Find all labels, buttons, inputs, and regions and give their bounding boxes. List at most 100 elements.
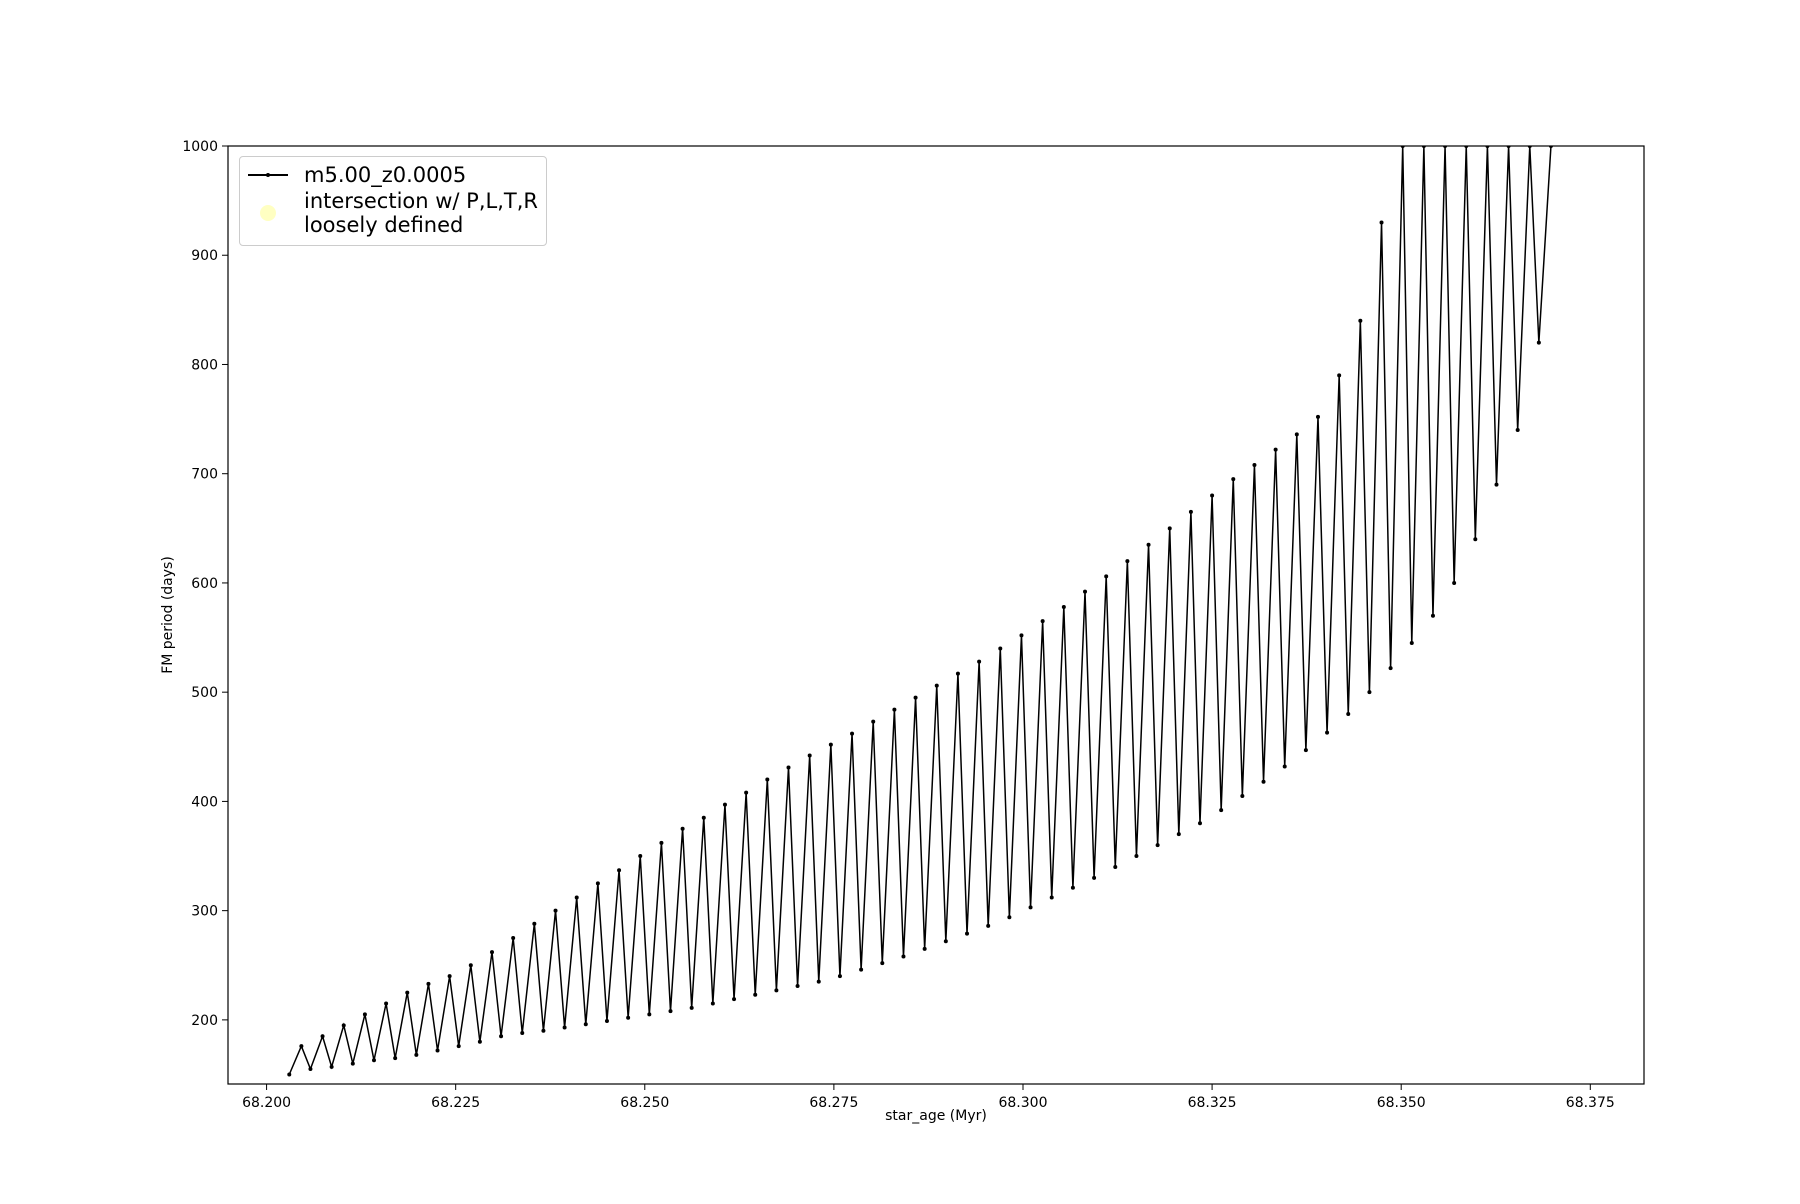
data-point: [562, 1025, 567, 1030]
data-point: [680, 826, 685, 831]
y-axis-label: FM period (days): [160, 556, 176, 674]
data-point: [1049, 895, 1054, 900]
legend-entry: m5.00_z0.0005: [246, 163, 538, 187]
data-point: [986, 923, 991, 928]
data-point: [1473, 537, 1478, 542]
data-point: [1358, 318, 1363, 323]
data-point: [520, 1030, 525, 1035]
data-point: [922, 946, 927, 951]
data-point: [1536, 340, 1541, 345]
data-point: [837, 974, 842, 979]
data-point: [1282, 764, 1287, 769]
data-point: [583, 1022, 588, 1027]
data-point: [532, 921, 537, 926]
data-point: [1379, 220, 1384, 225]
data-point: [859, 967, 864, 972]
data-point: [1325, 730, 1330, 735]
y-tick-label: 1000: [182, 139, 218, 155]
data-point: [414, 1052, 419, 1057]
x-tick-label: 68.275: [809, 1095, 858, 1111]
data-point: [1388, 666, 1393, 671]
data-point: [574, 895, 579, 900]
data-point: [1464, 146, 1469, 148]
data-point: [1219, 808, 1224, 813]
y-tick-label: 300: [191, 904, 218, 920]
data-point: [1303, 748, 1308, 753]
data-point: [1188, 509, 1193, 514]
data-point: [456, 1044, 461, 1049]
data-point: [499, 1034, 504, 1039]
data-point: [1155, 843, 1160, 848]
data-point: [1176, 832, 1181, 837]
data-point: [1134, 854, 1139, 859]
data-point: [308, 1067, 313, 1072]
data-point: [828, 742, 833, 747]
data-point: [998, 646, 1003, 651]
data-point: [647, 1012, 652, 1017]
y-tick-label: 900: [191, 248, 218, 264]
data-point: [722, 802, 727, 807]
data-point: [1231, 477, 1236, 482]
data-point: [753, 992, 758, 997]
plot-frame: [227, 145, 1645, 1085]
data-point: [1421, 146, 1426, 148]
data-point: [1506, 146, 1511, 148]
y-tick-label: 200: [191, 1013, 218, 1029]
data-point: [1092, 875, 1097, 880]
data-point: [511, 935, 516, 940]
data-point: [689, 1005, 694, 1010]
data-point: [871, 719, 876, 724]
x-tick-label: 68.200: [242, 1095, 291, 1111]
data-point: [774, 988, 779, 993]
data-point: [955, 671, 960, 676]
data-point: [468, 963, 473, 968]
data-point: [913, 695, 918, 700]
legend-entry: intersection w/ P,L,T,R loosely defined: [246, 189, 538, 237]
data-point: [435, 1048, 440, 1053]
data-point: [1070, 885, 1075, 890]
legend: m5.00_z0.0005 intersection w/ P,L,T,R loo…: [239, 156, 547, 246]
legend-label: intersection w/ P,L,T,R loosely defined: [304, 189, 538, 237]
x-axis-label: star_age (Myr): [885, 1108, 987, 1124]
y-tick-label: 600: [191, 576, 218, 592]
y-tick-label: 500: [191, 685, 218, 701]
data-point: [795, 984, 800, 989]
data-point: [1527, 146, 1532, 148]
data-point: [1240, 793, 1245, 798]
data-point: [659, 840, 664, 845]
data-point: [850, 731, 855, 736]
data-point: [816, 979, 821, 984]
data-point: [1430, 613, 1435, 618]
y-tick-label: 400: [191, 794, 218, 810]
data-point: [384, 1001, 389, 1006]
data-point: [1061, 604, 1066, 609]
data-point: [1019, 633, 1024, 638]
data-point: [1485, 146, 1490, 148]
data-point: [1294, 432, 1299, 437]
data-point: [477, 1039, 482, 1044]
data-point: [447, 974, 452, 979]
data-point: [489, 950, 494, 955]
data-point: [553, 908, 558, 913]
data-point: [807, 753, 812, 758]
legend-icon: [260, 205, 276, 221]
data-point: [362, 1012, 367, 1017]
legend-icon: [248, 173, 288, 177]
data-point: [1346, 712, 1351, 717]
data-point: [1494, 482, 1499, 487]
plot-area: [287, 146, 1553, 1077]
data-point: [1007, 915, 1012, 920]
data-point: [638, 854, 643, 859]
data-point: [765, 777, 770, 782]
data-point: [1452, 580, 1457, 585]
series-line: [288, 146, 1552, 1075]
data-point: [299, 1044, 304, 1049]
data-point: [880, 961, 885, 966]
data-point: [541, 1028, 546, 1033]
data-point: [1443, 146, 1448, 148]
data-point: [1104, 574, 1109, 579]
data-point: [701, 815, 706, 820]
data-point: [1167, 526, 1172, 531]
